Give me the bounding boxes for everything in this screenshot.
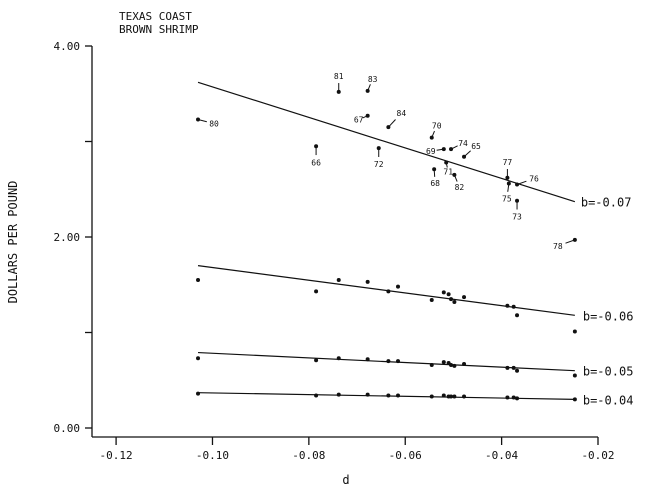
series-2-point — [515, 368, 520, 373]
observed-point — [452, 172, 457, 177]
observed-point-label: 77 — [503, 158, 513, 167]
series-2-fit-line — [197, 351, 575, 372]
observed-point — [505, 175, 510, 180]
observed-point — [432, 167, 437, 172]
observed-point-label: 70 — [432, 122, 442, 131]
observed-point-label: 72 — [374, 160, 384, 169]
y-tick-label: 2.00 — [54, 231, 81, 244]
series-1-point — [365, 279, 370, 284]
observed-point — [336, 89, 341, 94]
observed-point-label: 82 — [455, 183, 465, 192]
series-2-point — [314, 358, 319, 363]
series-3-b-label: b=-0.04 — [583, 393, 634, 407]
observed-b-label: b=-0.07 — [581, 196, 632, 210]
series-1-point — [462, 295, 467, 300]
observed-point-label: 65 — [471, 142, 481, 151]
observed-point-label: 73 — [512, 213, 522, 222]
series-1-b-label: b=-0.06 — [583, 309, 634, 323]
series-1-point — [452, 299, 457, 304]
observed-point — [462, 154, 467, 159]
observed-fit-line — [197, 81, 576, 203]
observed-point-label: 78 — [553, 242, 563, 251]
series-1-fit-line — [197, 265, 575, 316]
observed-point-label: 71 — [443, 168, 453, 177]
chart-title-line-2: BROWN SHRIMP — [119, 23, 199, 36]
series-1-point — [572, 329, 577, 334]
y-tick-label: 4.00 — [54, 40, 81, 53]
series-2-point — [196, 356, 201, 361]
x-tick-label: -0.04 — [485, 449, 518, 462]
series-1-point — [396, 284, 401, 289]
observed-point-label: 75 — [502, 195, 512, 204]
observed-point-label: 68 — [430, 179, 440, 188]
x-tick-label: -0.12 — [100, 449, 133, 462]
series-1-point — [429, 298, 434, 303]
series-1-point — [196, 277, 201, 282]
y-tick-label: 0.00 — [54, 422, 81, 435]
series-1-point — [441, 290, 446, 295]
x-tick-label: -0.06 — [389, 449, 422, 462]
observed-point-label: 81 — [334, 72, 344, 81]
observed-point-label: 83 — [368, 75, 378, 84]
series-3-point — [505, 395, 510, 400]
observed-point — [515, 198, 520, 203]
axes: 0.00 2.00 4.00 -0.12 -0.10 -0.08 -0.06 -0.04 -0.… — [54, 40, 615, 462]
x-tick-label: -0.10 — [196, 449, 229, 462]
observed-point — [572, 237, 577, 242]
series-1-point — [314, 289, 319, 294]
observed-point — [196, 117, 201, 122]
observed-point — [441, 147, 446, 152]
observed-point — [365, 88, 370, 93]
observed-point-label: 66 — [311, 158, 321, 167]
x-tick-label: -0.08 — [292, 449, 325, 462]
observed-point-label: 84 — [397, 109, 407, 118]
series-2-point — [572, 373, 577, 378]
series-3-fit-line — [198, 392, 575, 400]
x-axis-label: d — [342, 473, 349, 487]
observed-point — [365, 113, 370, 118]
observed-point-label: 80 — [209, 120, 219, 129]
x-tick-label: -0.02 — [581, 449, 614, 462]
chart-title-line-1: TEXAS COAST — [119, 10, 192, 23]
observed-point-label: 76 — [529, 174, 539, 183]
observed-point-label: 69 — [426, 147, 436, 156]
series-3-point — [396, 393, 401, 398]
observed-point — [314, 144, 319, 149]
series-2-b-label: b=-0.05 — [583, 365, 634, 379]
series-1-point — [446, 292, 451, 297]
observed-point-label: 74 — [458, 139, 468, 148]
observed-point-label: 67 — [354, 116, 364, 125]
observed-point — [386, 125, 391, 130]
observed-point — [429, 135, 434, 140]
series-3-point — [314, 393, 319, 398]
y-axis-label: DOLLARS PER POUND — [6, 181, 20, 304]
observed-point — [506, 181, 511, 186]
series-2-point — [441, 360, 446, 365]
series-1-point — [515, 313, 520, 318]
observed-point — [376, 146, 381, 151]
observed-point — [449, 147, 454, 152]
series-1-point — [336, 277, 341, 282]
series-3-point — [452, 394, 457, 399]
